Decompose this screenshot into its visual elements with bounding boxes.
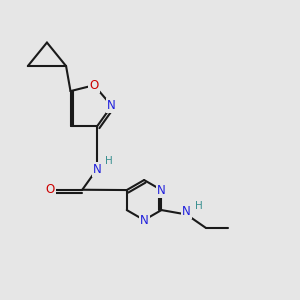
Text: N: N bbox=[140, 214, 148, 226]
Text: N: N bbox=[182, 205, 191, 218]
Text: N: N bbox=[93, 163, 101, 176]
Text: H: H bbox=[195, 201, 203, 211]
Text: O: O bbox=[45, 183, 55, 196]
Text: O: O bbox=[89, 79, 99, 92]
Text: N: N bbox=[157, 184, 166, 196]
Text: H: H bbox=[106, 156, 113, 166]
Text: N: N bbox=[107, 99, 116, 112]
